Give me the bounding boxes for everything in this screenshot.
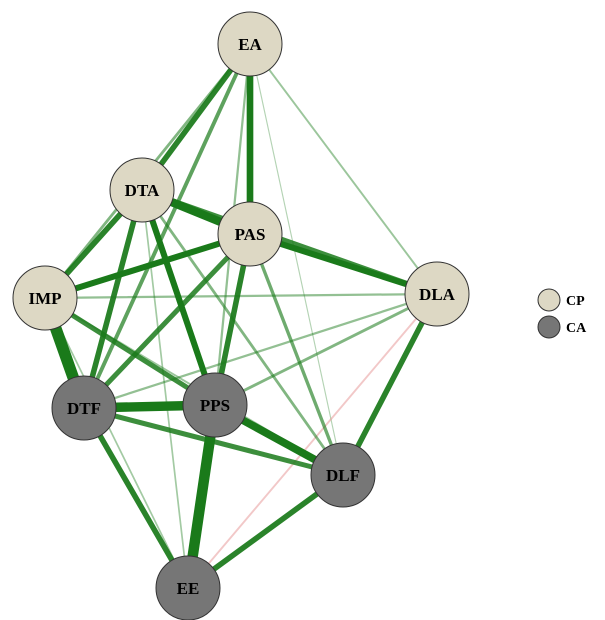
edge-pps-dla	[213, 292, 439, 407]
node-dtf: DTF	[51, 375, 117, 441]
node-circle	[217, 201, 283, 267]
node-pas: PAS	[217, 201, 283, 267]
edge-ea-dla	[249, 43, 438, 295]
nodes-layer: EA DTA PAS IMP DLA DTF PPS DLF EE	[12, 11, 470, 620]
edges-layer	[39, 40, 441, 594]
edge-imp-dla	[43, 292, 439, 300]
node-label: DTA	[125, 181, 160, 200]
edge-dla-dlf	[340, 291, 440, 478]
legend-item-cp: CP	[537, 288, 585, 312]
edge-dtf-ee	[81, 405, 191, 591]
node-label: IMP	[28, 289, 61, 308]
node-circle	[404, 261, 470, 327]
node-circle	[182, 372, 248, 438]
node-dta: DTA	[109, 157, 175, 223]
edge-dta-pps	[138, 186, 219, 409]
node-ea: EA	[217, 11, 283, 77]
edge-dtf-dla	[82, 292, 439, 410]
edge-pas-dlf	[248, 232, 345, 477]
node-circle	[310, 442, 376, 508]
legend-label: CP	[566, 294, 585, 309]
node-imp: IMP	[12, 265, 78, 331]
legend-swatch	[537, 315, 561, 339]
edge-dla-ee	[187, 293, 438, 589]
edge-dta-dtf	[81, 187, 145, 411]
edge-pas-dla	[246, 230, 441, 298]
node-circle	[109, 157, 175, 223]
node-circle	[217, 11, 283, 77]
node-circle	[51, 375, 117, 441]
node-ee: EE	[155, 555, 221, 620]
node-label: PPS	[200, 396, 230, 415]
edge-ea-dtf	[82, 42, 252, 410]
edge-imp-pas	[41, 230, 254, 302]
node-label: DLF	[326, 466, 360, 485]
node-label: EE	[177, 579, 200, 598]
edge-imp-pps	[42, 295, 218, 408]
node-circle	[12, 265, 78, 331]
node-dlf: DLF	[310, 442, 376, 508]
edge-imp-ee	[44, 297, 189, 589]
legend: CP CA	[537, 288, 587, 339]
legend-swatch	[537, 288, 561, 312]
node-label: EA	[238, 35, 262, 54]
node-pps: PPS	[182, 372, 248, 438]
edge-dta-ee	[141, 189, 189, 589]
edge-ea-dlf	[249, 43, 344, 476]
edge-pas-dtf	[81, 231, 253, 411]
node-dla: DLA	[404, 261, 470, 327]
node-label: PAS	[235, 225, 266, 244]
edge-dta-dlf	[140, 188, 345, 477]
node-label: DLA	[419, 285, 456, 304]
node-circle	[155, 555, 221, 620]
legend-item-ca: CA	[537, 315, 587, 339]
legend-label: CA	[566, 321, 587, 336]
node-label: DTF	[67, 399, 101, 418]
